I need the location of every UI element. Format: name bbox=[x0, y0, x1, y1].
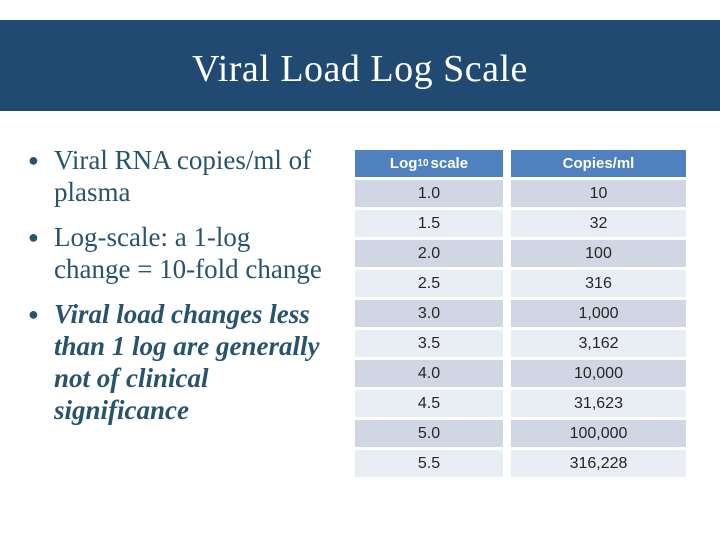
copies-cell: 100,000 bbox=[511, 420, 686, 447]
bullet-list: ● Viral RNA copies/ml of plasma ● Log-sc… bbox=[26, 144, 331, 439]
copies-cell: 10 bbox=[511, 180, 686, 207]
log-label: Log bbox=[389, 155, 418, 172]
column-header-log-scale: Log 10 scale bbox=[355, 150, 503, 177]
bullet-dot-icon: ● bbox=[28, 150, 39, 170]
table-header-row: Log 10 scale Copies/ml bbox=[355, 150, 686, 177]
table-body: 1.0 10 1.5 32 2.0 100 2.5 316 3.0 1,000 … bbox=[355, 180, 686, 477]
table-row: 5.0 100,000 bbox=[355, 420, 686, 447]
viral-load-table: Log 10 scale Copies/ml 1.0 10 1.5 32 2.0 … bbox=[355, 150, 686, 477]
table-row: 1.0 10 bbox=[355, 180, 686, 207]
bullet-text: Viral RNA copies/ml of plasma bbox=[54, 145, 312, 207]
copies-cell: 31,623 bbox=[511, 390, 686, 417]
copies-cell: 316,228 bbox=[511, 450, 686, 477]
bullet-item: ● Log-scale: a 1-log change = 10-fold ch… bbox=[26, 221, 331, 285]
table-row: 2.0 100 bbox=[355, 240, 686, 267]
title-band: Viral Load Log Scale bbox=[0, 20, 720, 111]
log-scale-cell: 2.5 bbox=[355, 270, 503, 297]
log-scale-cell: 1.0 bbox=[355, 180, 503, 207]
bullet-item: ● Viral load changes less than 1 log are… bbox=[26, 298, 331, 426]
copies-cell: 316 bbox=[511, 270, 686, 297]
table-row: 3.0 1,000 bbox=[355, 300, 686, 327]
log-scale-cell: 1.5 bbox=[355, 210, 503, 237]
scale-label: scale bbox=[430, 155, 469, 172]
table-row: 4.0 10,000 bbox=[355, 360, 686, 387]
log-scale-cell: 5.0 bbox=[355, 420, 503, 447]
table-row: 2.5 316 bbox=[355, 270, 686, 297]
bullet-dot-icon: ● bbox=[28, 304, 39, 324]
log-scale-cell: 3.5 bbox=[355, 330, 503, 357]
log-scale-cell: 5.5 bbox=[355, 450, 503, 477]
copies-cell: 100 bbox=[511, 240, 686, 267]
slide-title: Viral Load Log Scale bbox=[192, 47, 528, 90]
copies-cell: 1,000 bbox=[511, 300, 686, 327]
table-row: 4.5 31,623 bbox=[355, 390, 686, 417]
table-row: 5.5 316,228 bbox=[355, 450, 686, 477]
bullet-item: ● Viral RNA copies/ml of plasma bbox=[26, 144, 331, 208]
log-scale-cell: 2.0 bbox=[355, 240, 503, 267]
log-scale-cell: 4.5 bbox=[355, 390, 503, 417]
log-scale-cell: 3.0 bbox=[355, 300, 503, 327]
table-row: 3.5 3,162 bbox=[355, 330, 686, 357]
column-header-copies: Copies/ml bbox=[511, 150, 686, 177]
table-row: 1.5 32 bbox=[355, 210, 686, 237]
log-scale-cell: 4.0 bbox=[355, 360, 503, 387]
bullet-dot-icon: ● bbox=[28, 227, 39, 247]
copies-cell: 3,162 bbox=[511, 330, 686, 357]
log-subscript: 10 bbox=[417, 157, 429, 169]
bullet-text: Log-scale: a 1-log change = 10-fold chan… bbox=[54, 222, 322, 284]
bullet-text: Viral load changes less than 1 log are g… bbox=[54, 299, 320, 425]
copies-cell: 10,000 bbox=[511, 360, 686, 387]
copies-cell: 32 bbox=[511, 210, 686, 237]
